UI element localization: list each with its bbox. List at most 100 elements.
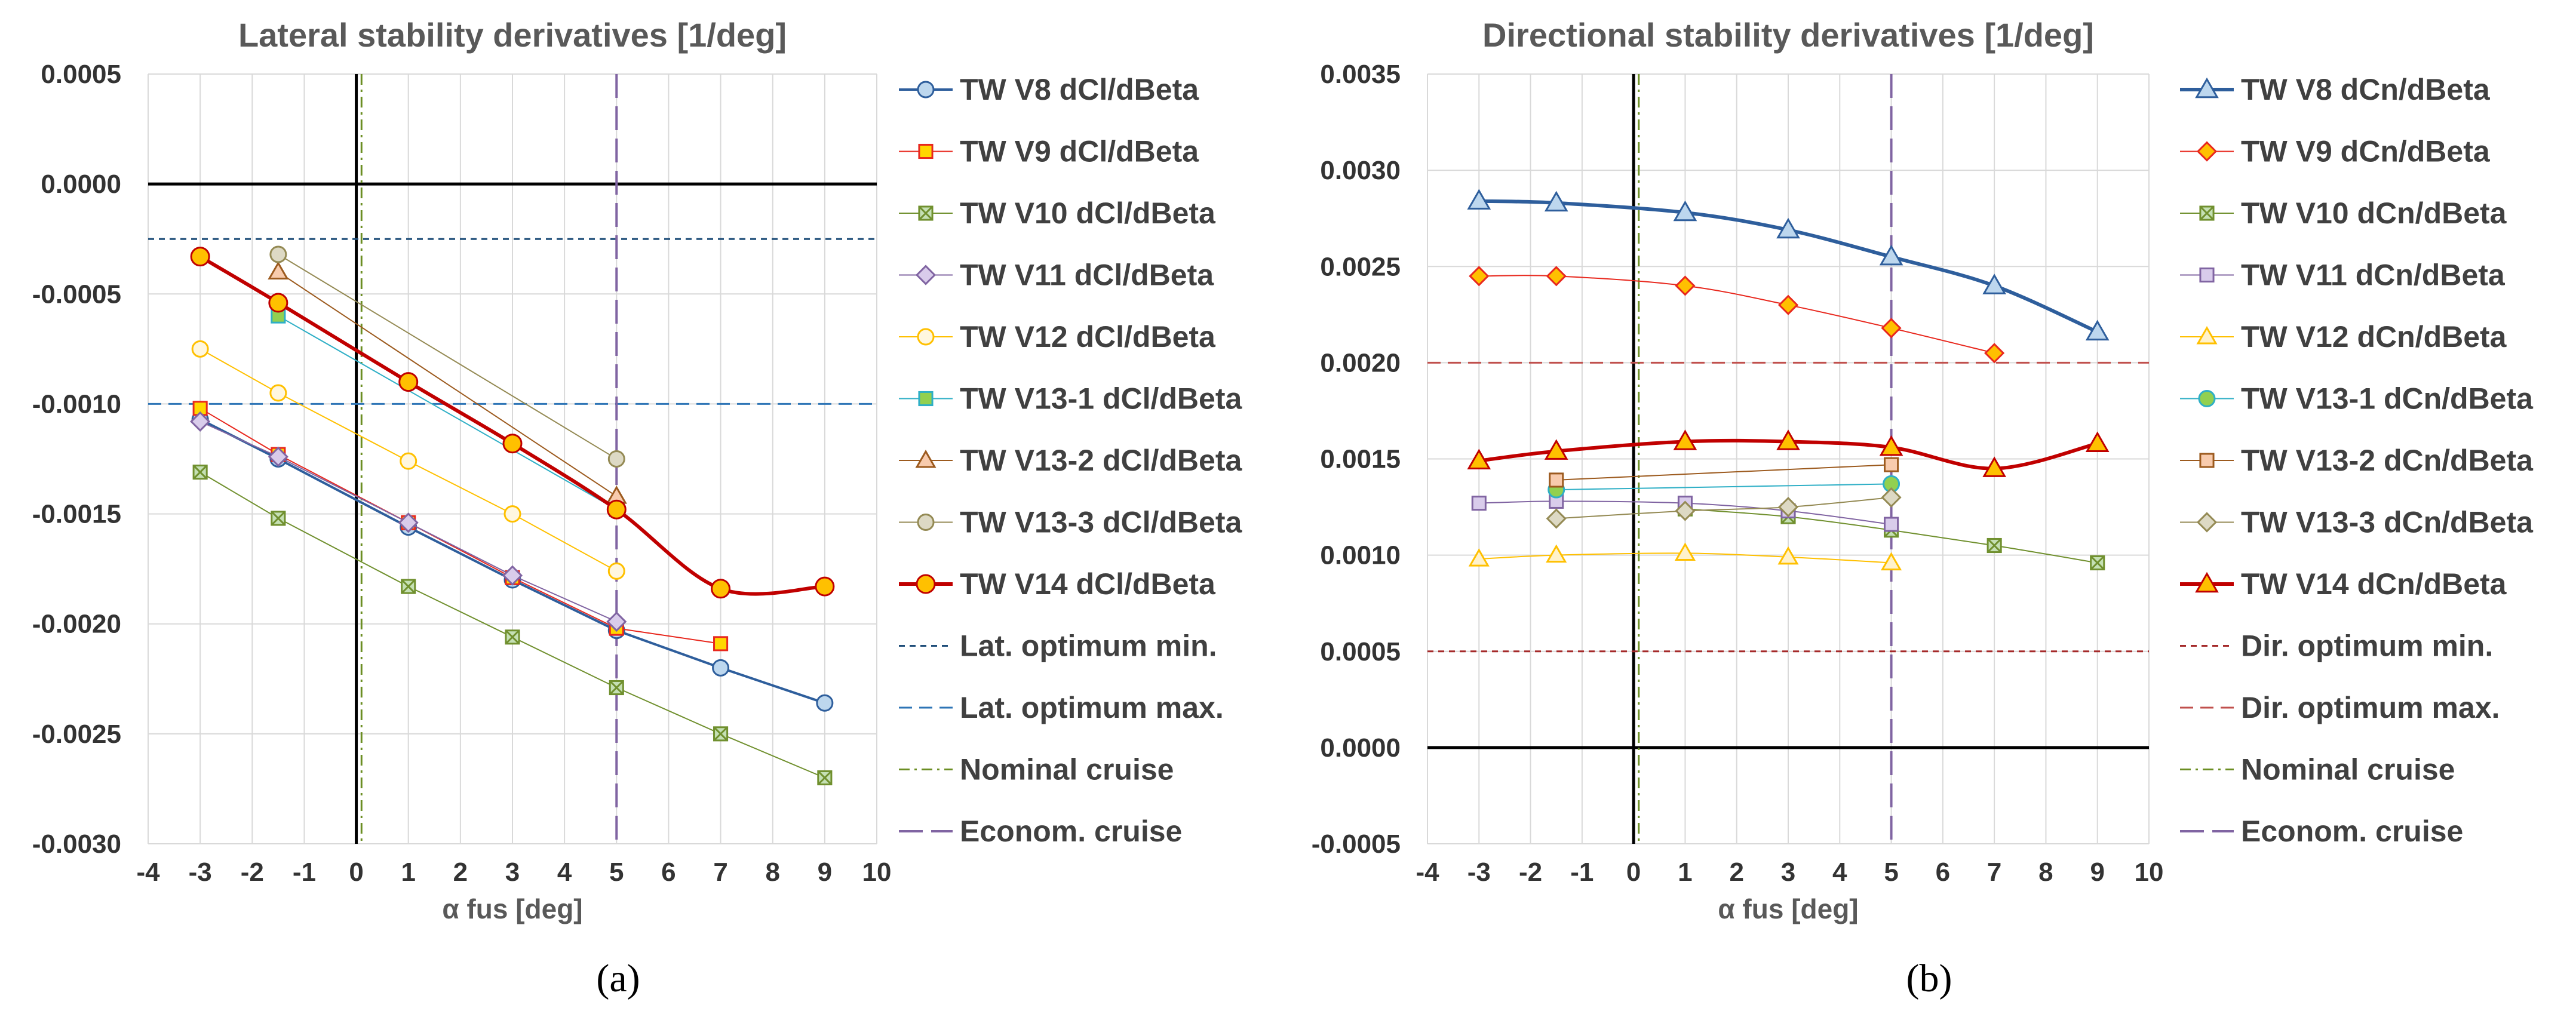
data-point <box>607 450 625 468</box>
series-tw-v12-dcl-dbeta <box>191 340 625 580</box>
chart-title: Directional stability derivatives [1/deg… <box>1482 16 2094 54</box>
legend-item-econom-cruise: Econom. cruise <box>899 815 1182 848</box>
legend-marker <box>917 328 935 346</box>
data-point <box>268 293 288 313</box>
x-tick-label: 4 <box>557 858 572 887</box>
data-point <box>1546 508 1567 529</box>
data-point <box>1879 244 1903 266</box>
data-point <box>2085 431 2110 452</box>
data-point <box>1879 435 1903 456</box>
legend-marker <box>2199 453 2215 468</box>
legend-label: TW V8 dCl/dBeta <box>960 73 1199 106</box>
series-line <box>278 254 617 460</box>
legend-label: Econom. cruise <box>960 815 1182 848</box>
data-point <box>1777 294 1799 315</box>
legend-label: TW V12 dCn/dBeta <box>2241 320 2507 354</box>
series-tw-v10-dcl-dbeta <box>192 465 833 786</box>
legend-label: TW V13-3 dCl/dBeta <box>960 506 1242 539</box>
x-tick-label: 5 <box>609 858 624 887</box>
data-point <box>1471 496 1487 511</box>
data-point <box>1467 189 1491 210</box>
data-point <box>269 384 287 402</box>
legend-marker <box>2198 390 2216 407</box>
legend-marker <box>917 81 935 99</box>
data-point <box>1984 343 2005 364</box>
x-tick-label: 7 <box>713 858 727 887</box>
data-point-cross <box>1987 538 2002 553</box>
legend-marker <box>918 391 934 407</box>
y-tick-label: 0.0035 <box>1320 60 1401 89</box>
data-point <box>606 611 627 632</box>
legend-label: TW V13-2 dCn/dBeta <box>2241 444 2534 477</box>
legend-item-dir-optimum-min: Dir. optimum min. <box>2180 629 2493 663</box>
legend-label: TW V12 dCl/dBeta <box>960 320 1216 354</box>
legend-label: Dir. optimum max. <box>2241 691 2500 724</box>
x-tick-label: -2 <box>1519 858 1542 887</box>
y-tick-label: 0.0005 <box>1320 637 1401 666</box>
data-point <box>1776 429 1800 450</box>
data-point <box>268 446 288 467</box>
data-point <box>1546 266 1567 287</box>
data-point <box>1777 546 1799 565</box>
legend-marker <box>918 143 934 159</box>
data-point <box>1467 448 1491 469</box>
y-tick-label: -0.0005 <box>32 279 121 309</box>
data-point <box>1673 429 1697 450</box>
series-tw-v13-3-dcl-dbeta <box>269 245 625 468</box>
x-axis-label: α fus [deg] <box>442 893 582 924</box>
y-tick-label: 0.0010 <box>1320 541 1401 570</box>
series-tw-v12-dcn-dbeta <box>1468 542 1902 571</box>
legend-label: Nominal cruise <box>960 753 1174 786</box>
data-point <box>711 579 731 599</box>
y-tick-label: 0.0000 <box>1320 733 1401 763</box>
data-point <box>269 245 287 263</box>
series-line <box>278 271 617 497</box>
data-point <box>190 247 210 267</box>
y-tick-label: 0.0020 <box>1320 348 1401 377</box>
x-tick-label: 0 <box>1626 858 1641 887</box>
data-point <box>1544 439 1568 460</box>
legend-item-tw-v13-1-dcl-dbeta: TW V13-1 dCl/dBeta <box>899 382 1242 416</box>
data-point <box>190 411 211 432</box>
legend-item-dir-optimum-max: Dir. optimum max. <box>2180 691 2500 724</box>
data-point <box>1675 275 1696 296</box>
series-line <box>199 407 721 644</box>
legend-label: Nominal cruise <box>2241 753 2455 786</box>
legend-label: Dir. optimum min. <box>2241 629 2493 663</box>
legend-label: TW V14 dCn/dBeta <box>2241 567 2507 601</box>
legend-label: TW V10 dCn/dBeta <box>2241 196 2507 230</box>
legend-marker-cross <box>918 205 934 221</box>
data-point <box>1549 472 1564 488</box>
y-tick-label: 0.0005 <box>41 60 121 89</box>
data-point-cross <box>505 629 520 644</box>
legend-item-tw-v9-dcl-dbeta: TW V9 dCl/dBeta <box>899 135 1199 168</box>
x-tick-label: -3 <box>1467 858 1491 887</box>
gridlines <box>148 73 877 844</box>
x-axis-label: α fus [deg] <box>1718 893 1858 924</box>
y-tick-label: 0.0000 <box>41 170 121 199</box>
data-point-cross <box>817 770 832 785</box>
legend-label: Econom. cruise <box>2241 815 2463 848</box>
legend-label: TW V14 dCl/dBeta <box>960 567 1216 601</box>
legend-item-tw-v13-3-dcn-dbeta: TW V13-3 dCn/dBeta <box>2180 506 2534 539</box>
data-point <box>607 562 625 580</box>
series-tw-v13-3-dcn-dbeta <box>1546 487 1902 529</box>
legend-label: TW V8 dCn/dBeta <box>2241 73 2491 106</box>
x-tick-label: 6 <box>1936 858 1950 887</box>
legend-label: TW V9 dCn/dBeta <box>2241 135 2491 168</box>
legend-marker <box>915 265 937 285</box>
legend-marker <box>2195 77 2219 99</box>
x-tick-label: 8 <box>2038 858 2053 887</box>
legend-item-tw-v12-dcn-dbeta: TW V12 dCn/dBeta <box>2180 320 2507 354</box>
data-point <box>502 434 523 454</box>
legend-item-nominal-cruise: Nominal cruise <box>2180 753 2455 786</box>
legend-marker <box>2195 571 2219 593</box>
series-tw-v13-2-dcn-dbeta <box>1549 457 1899 488</box>
legend-label: Lat. optimum min. <box>960 629 1217 663</box>
legend-item-tw-v11-dcn-dbeta: TW V11 dCn/dBeta <box>2180 259 2506 292</box>
data-point-cross <box>401 579 416 594</box>
y-tick-label: -0.0025 <box>32 720 121 749</box>
data-point <box>2085 319 2110 341</box>
legend-item-tw-v13-1-dcn-dbeta: TW V13-1 dCn/dBeta <box>2180 382 2534 416</box>
data-point <box>1777 496 1799 518</box>
